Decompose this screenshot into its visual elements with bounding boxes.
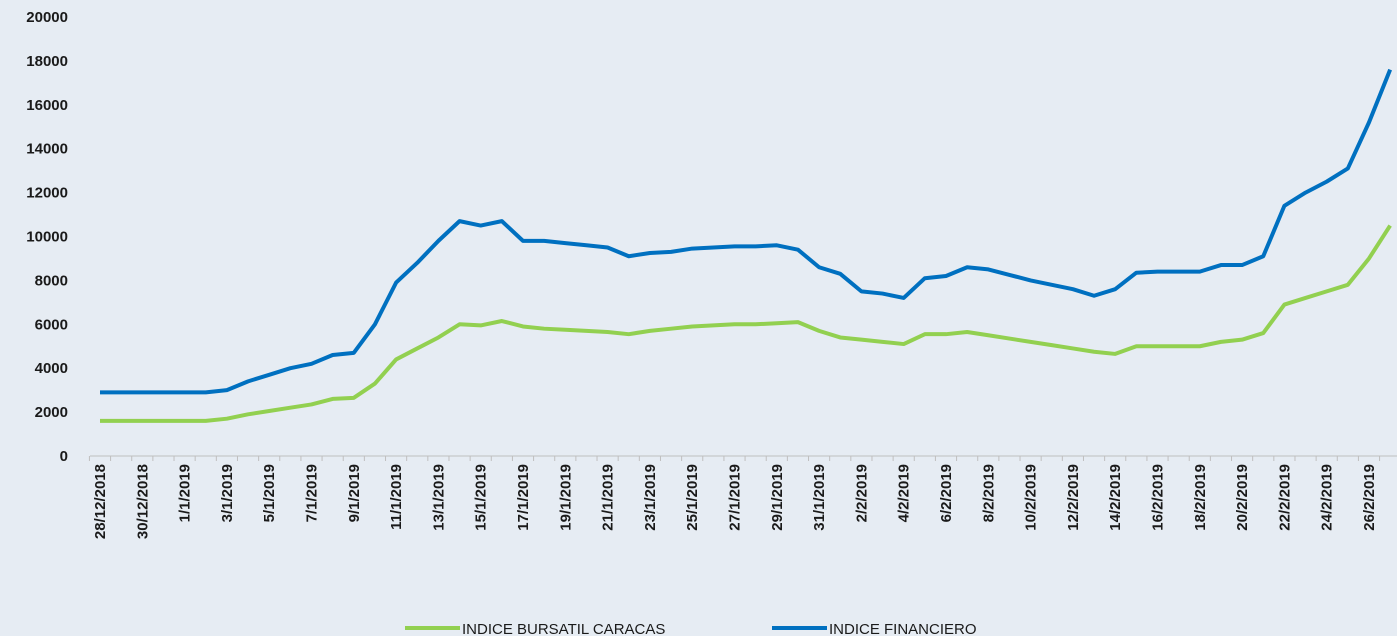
x-tick-label: 17/1/2019 — [515, 464, 532, 531]
x-tick-label: 14/2/2019 — [1107, 464, 1124, 531]
x-tick-label: 15/1/2019 — [473, 464, 490, 531]
x-tick-label: 8/2/2019 — [980, 464, 997, 522]
x-tick-label: 12/2/2019 — [1065, 464, 1082, 531]
y-tick-label: 4000 — [35, 360, 68, 377]
x-tick-label: 13/1/2019 — [430, 464, 447, 531]
y-tick-label: 14000 — [26, 141, 68, 158]
y-tick-label: 6000 — [35, 316, 68, 333]
y-tick-label: 8000 — [35, 272, 68, 289]
x-tick-label: 20/2/2019 — [1234, 464, 1251, 531]
x-tick-label: 4/2/2019 — [896, 464, 913, 522]
x-tick-label: 24/2/2019 — [1319, 464, 1336, 531]
y-tick-label: 12000 — [26, 185, 68, 202]
x-tick-label: 3/1/2019 — [219, 464, 236, 522]
x-tick-label: 31/1/2019 — [811, 464, 828, 531]
x-tick-label: 22/2/2019 — [1276, 464, 1293, 531]
x-tick-label: 30/12/2018 — [134, 464, 151, 539]
y-tick-label: 0 — [60, 448, 68, 465]
x-tick-label: 23/1/2019 — [642, 464, 659, 531]
legend-label: INDICE BURSATIL CARACAS — [462, 621, 665, 636]
legend-label: INDICE FINANCIERO — [829, 621, 977, 636]
x-tick-label: 11/1/2019 — [388, 464, 405, 530]
y-tick-label: 16000 — [26, 97, 68, 114]
y-tick-label: 18000 — [26, 53, 68, 70]
y-tick-label: 20000 — [26, 9, 68, 26]
x-tick-label: 6/2/2019 — [938, 464, 955, 522]
x-tick-label: 5/1/2019 — [261, 464, 278, 522]
x-tick-label: 29/1/2019 — [769, 464, 786, 531]
x-tick-label: 26/2/2019 — [1361, 464, 1378, 531]
y-tick-label: 2000 — [35, 404, 68, 421]
x-tick-label: 1/1/2019 — [177, 464, 194, 522]
x-tick-label: 18/2/2019 — [1192, 464, 1209, 531]
x-tick-label: 21/1/2019 — [600, 464, 617, 531]
x-tick-label: 16/2/2019 — [1150, 464, 1167, 531]
x-tick-label: 2/2/2019 — [853, 464, 870, 522]
background — [0, 0, 1397, 636]
y-tick-label: 10000 — [26, 229, 68, 246]
x-tick-label: 9/1/2019 — [346, 464, 363, 522]
x-tick-label: 19/1/2019 — [557, 464, 574, 531]
x-tick-label: 27/1/2019 — [727, 464, 744, 531]
x-tick-label: 10/2/2019 — [1023, 464, 1040, 531]
x-tick-label: 7/1/2019 — [304, 464, 321, 522]
chart: 0 2000 4000 6000 8000 10000 12000 14000 16000 180… — [0, 0, 1397, 636]
x-tick-label: 28/12/2018 — [92, 464, 109, 539]
x-tick-label: 25/1/2019 — [684, 464, 701, 531]
